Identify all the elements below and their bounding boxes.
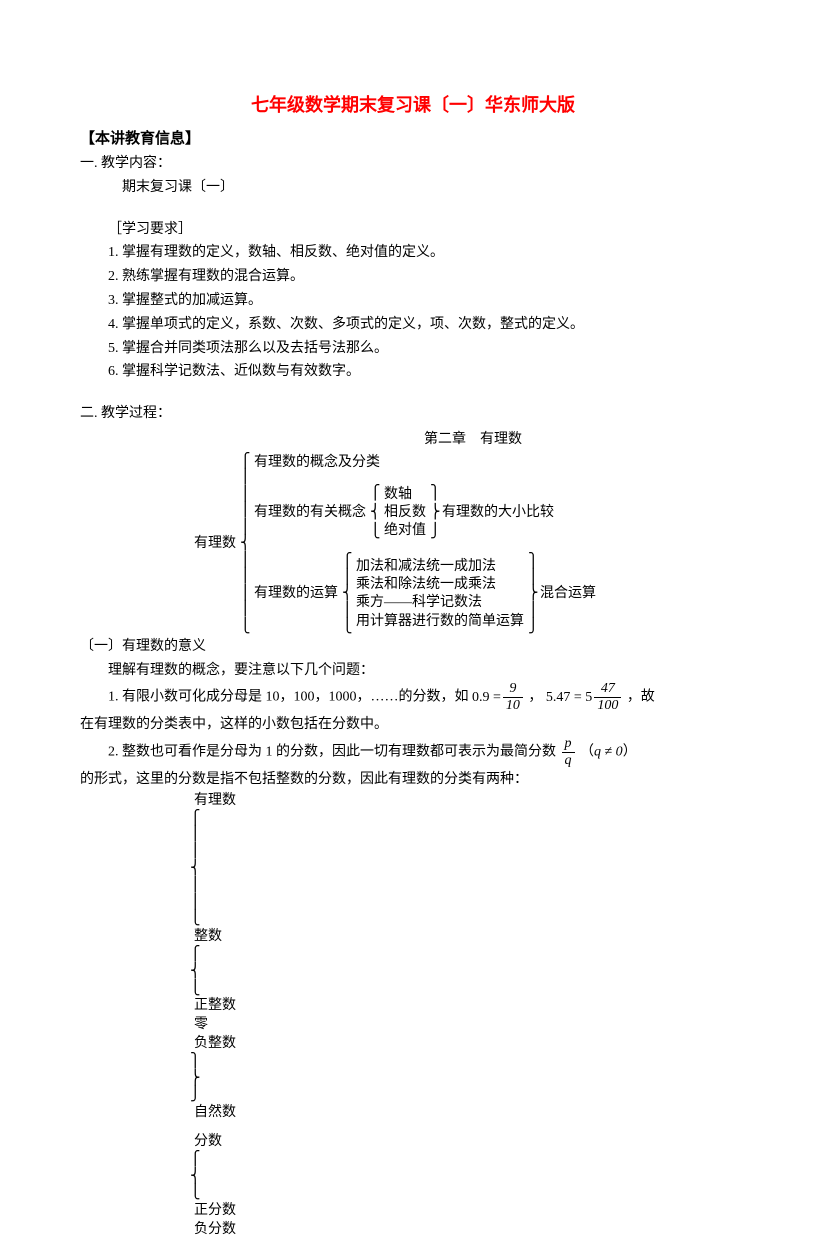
tree-diagram-1: 有理数 ⎧⎪⎪⎪⎪⎨⎪⎪⎪⎪⎩ 有理数的概念及分类 有理数的有关概念 ⎧⎨⎩ 数… bbox=[80, 454, 746, 635]
info-header: 【本讲教育信息】 bbox=[80, 127, 746, 153]
comma1: ， bbox=[528, 690, 542, 705]
p2a: 2. 整数也可看作是分母为 1 的分数，因此一切有理数都可表示为最简分数 bbox=[108, 745, 556, 760]
tree-b2-tail: 有理数的大小比较 bbox=[438, 486, 558, 540]
s1-head: 一. 教学内容： bbox=[80, 152, 746, 176]
tree-b3-tail: 混合运算 bbox=[536, 554, 600, 634]
eq4: q ≠ 0 bbox=[594, 745, 623, 760]
chapter-label: 第二章 有理数 bbox=[80, 428, 746, 452]
req-3: 3. 掌握整式的加减运算。 bbox=[80, 289, 746, 313]
sec1-head: 〔一〕有理数的意义 bbox=[80, 635, 746, 659]
sec1-p1: 1. 有限小数可化成分母是 10，100，1000，……的分数，如 0.9 = … bbox=[80, 682, 746, 713]
p2c: ） bbox=[623, 745, 637, 760]
page-title: 七年级数学期末复习课〔一〕华东师大版 bbox=[80, 90, 746, 121]
eq1-den: 10 bbox=[503, 698, 523, 713]
tree-b1: 有理数的概念及分类 bbox=[250, 454, 600, 472]
tree2-int-label: 整数 bbox=[190, 928, 746, 947]
tree-b2-label: 有理数的有关概念 bbox=[250, 486, 370, 540]
tree-b2-i0: 数轴 bbox=[380, 486, 430, 504]
tree2-root: 有理数 bbox=[190, 792, 746, 811]
tree-b3-i2: 乘方——科学记数法 bbox=[352, 594, 528, 612]
p2b: （ bbox=[580, 745, 594, 760]
eq2-num: 47 bbox=[594, 682, 621, 698]
tree2-frac-i1: 负分数 bbox=[190, 1221, 746, 1240]
tree-root: 有理数 bbox=[190, 454, 240, 635]
eq1-lhs: 0.9 = bbox=[472, 686, 501, 710]
tree-b3-i1: 乘法和除法统一成乘法 bbox=[352, 576, 528, 594]
p1b: ，故 bbox=[627, 690, 655, 705]
sec1-p1c: 在有理数的分类表中，这样的小数包括在分数中。 bbox=[80, 713, 746, 737]
tree-b3-i0: 加法和减法统一成加法 bbox=[352, 558, 528, 576]
req-1: 1. 掌握有理数的定义，数轴、相反数、绝对值的定义。 bbox=[80, 241, 746, 265]
tree-b2-i2: 绝对值 bbox=[380, 522, 430, 540]
req-6: 6. 掌握科学记数法、近似数与有效数字。 bbox=[80, 360, 746, 384]
eq1-num: 9 bbox=[503, 682, 523, 698]
req-4: 4. 掌握单项式的定义，系数、次数、多项式的定义，项、次数，整式的定义。 bbox=[80, 313, 746, 337]
sec1-p2: 2. 整数也可看作是分母为 1 的分数，因此一切有理数都可表示为最简分数 p q … bbox=[80, 737, 746, 768]
tree-b2-i1: 相反数 bbox=[380, 504, 430, 522]
tree2-int-i0: 正整数 bbox=[190, 997, 746, 1016]
tree2-frac-i0: 正分数 bbox=[190, 1202, 746, 1221]
tree-b3-label: 有理数的运算 bbox=[250, 554, 342, 634]
eq3-den: q bbox=[562, 753, 575, 768]
tree-diagram-2: 有理数 ⎧⎪⎪⎨⎪⎪⎩ 整数 ⎧⎨⎩ 正整数 零 负整数 ⎫⎬⎭ 自然数 bbox=[80, 792, 746, 1240]
tree2-int-tail: 自然数 bbox=[190, 1104, 746, 1123]
tree-b3-i3: 用计算器进行数的简单运算 bbox=[352, 613, 528, 631]
sec1-p2d: 的形式，这里的分数是指不包括整数的分数，因此有理数的分类有两种： bbox=[80, 768, 746, 792]
eq1: 0.9 = 910 bbox=[472, 682, 525, 713]
sec1-intro: 理解有理数的概念，要注意以下几个问题： bbox=[80, 659, 746, 683]
req-2: 2. 熟练掌握有理数的混合运算。 bbox=[80, 265, 746, 289]
eq2: 5.47 = 5 47100 bbox=[546, 682, 623, 713]
eq3: pq bbox=[562, 737, 575, 768]
eq2-lhs: 5.47 = 5 bbox=[546, 686, 592, 710]
p1a: 1. 有限小数可化成分母是 10，100，1000，……的分数，如 bbox=[108, 690, 469, 705]
req-head: ［学习要求］ bbox=[80, 218, 746, 242]
eq2-den: 100 bbox=[594, 698, 621, 713]
tree2-frac-label: 分数 bbox=[190, 1133, 746, 1152]
req-5: 5. 掌握合并同类项法那么以及去括号法那么。 bbox=[80, 337, 746, 361]
tree2-int-i2: 负整数 bbox=[190, 1035, 746, 1054]
s1-line: 期末复习课〔一〕 bbox=[80, 176, 746, 200]
s2-head: 二. 教学过程： bbox=[80, 402, 746, 426]
tree2-int-i1: 零 bbox=[190, 1016, 746, 1035]
eq3-num: p bbox=[562, 737, 575, 753]
